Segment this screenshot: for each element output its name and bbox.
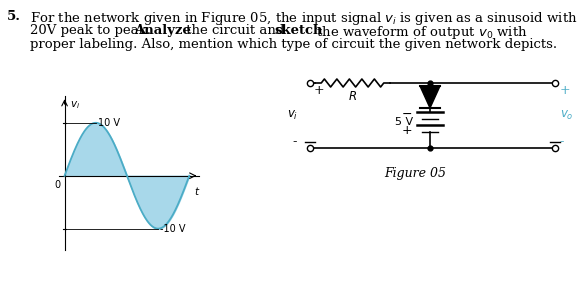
Text: $\bar{}$: $\bar{}$ [293,135,298,145]
Text: 5 V: 5 V [395,117,413,127]
Text: For the network given in Figure 05, the input signal $v_i$ is given as a sinusoi: For the network given in Figure 05, the … [30,10,578,27]
Text: Figure 05: Figure 05 [384,166,446,179]
Text: +: + [560,83,571,97]
Text: −: − [401,107,412,120]
Text: +: + [314,83,325,97]
Text: proper labeling. Also, mention which type of circuit the given network depicts.: proper labeling. Also, mention which typ… [30,38,557,51]
Text: $R$: $R$ [348,89,357,103]
Text: 5.: 5. [7,10,21,23]
Text: 0: 0 [55,180,61,190]
Text: -10 V: -10 V [160,224,186,234]
Text: 20V peak to peak.: 20V peak to peak. [30,24,155,37]
Text: the waveform of output $v_0$ with: the waveform of output $v_0$ with [312,24,527,41]
Text: 10 V: 10 V [98,118,120,128]
Text: $v_i$: $v_i$ [287,109,298,122]
Text: $v_o$: $v_o$ [560,109,574,122]
Text: $v_i$: $v_i$ [70,99,80,111]
Polygon shape [420,86,440,108]
Text: Analyze: Analyze [134,24,191,37]
Text: $\bar{}$: $\bar{}$ [560,135,565,145]
Text: $t$: $t$ [195,185,201,197]
Text: the circuit and: the circuit and [182,24,289,37]
Text: sketch: sketch [274,24,322,37]
Text: +: + [401,123,412,136]
